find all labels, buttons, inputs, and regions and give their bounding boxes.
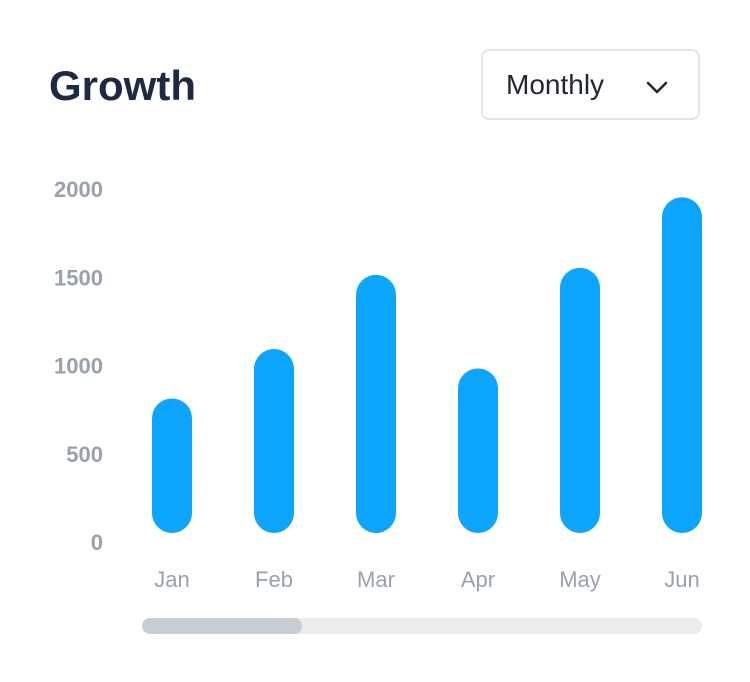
x-tick-label: May (559, 567, 601, 592)
x-tick-label: Feb (255, 567, 293, 592)
x-tick-label: Jan (154, 567, 189, 592)
bar-jan[interactable] (152, 398, 192, 533)
period-select-value: Monthly (506, 69, 605, 100)
y-tick-label: 1500 (54, 265, 103, 290)
period-select[interactable]: Monthly (481, 49, 700, 120)
bars (152, 197, 702, 534)
y-axis-ticks: 0 500 1000 1500 2000 (54, 177, 103, 555)
bar-mar[interactable] (356, 274, 396, 533)
y-tick-label: 0 (91, 530, 103, 555)
x-tick-label: Mar (357, 567, 395, 592)
chart-scrollbar-thumb[interactable] (142, 618, 302, 634)
bar-jun[interactable] (662, 197, 702, 534)
bar-may[interactable] (560, 267, 600, 533)
chart-scrollbar-track[interactable] (142, 618, 702, 634)
bar-apr[interactable] (458, 368, 498, 533)
x-tick-label: Apr (461, 567, 495, 592)
y-tick-label: 500 (66, 442, 103, 467)
y-tick-label: 2000 (54, 177, 103, 202)
chart-title: Growth (49, 62, 196, 109)
chevron-down-icon (646, 81, 668, 94)
y-tick-label: 1000 (54, 354, 103, 379)
bar-feb[interactable] (254, 349, 294, 533)
x-tick-label: Jun (664, 567, 699, 592)
x-axis-ticks: Jan Feb Mar Apr May Jun (154, 567, 699, 592)
